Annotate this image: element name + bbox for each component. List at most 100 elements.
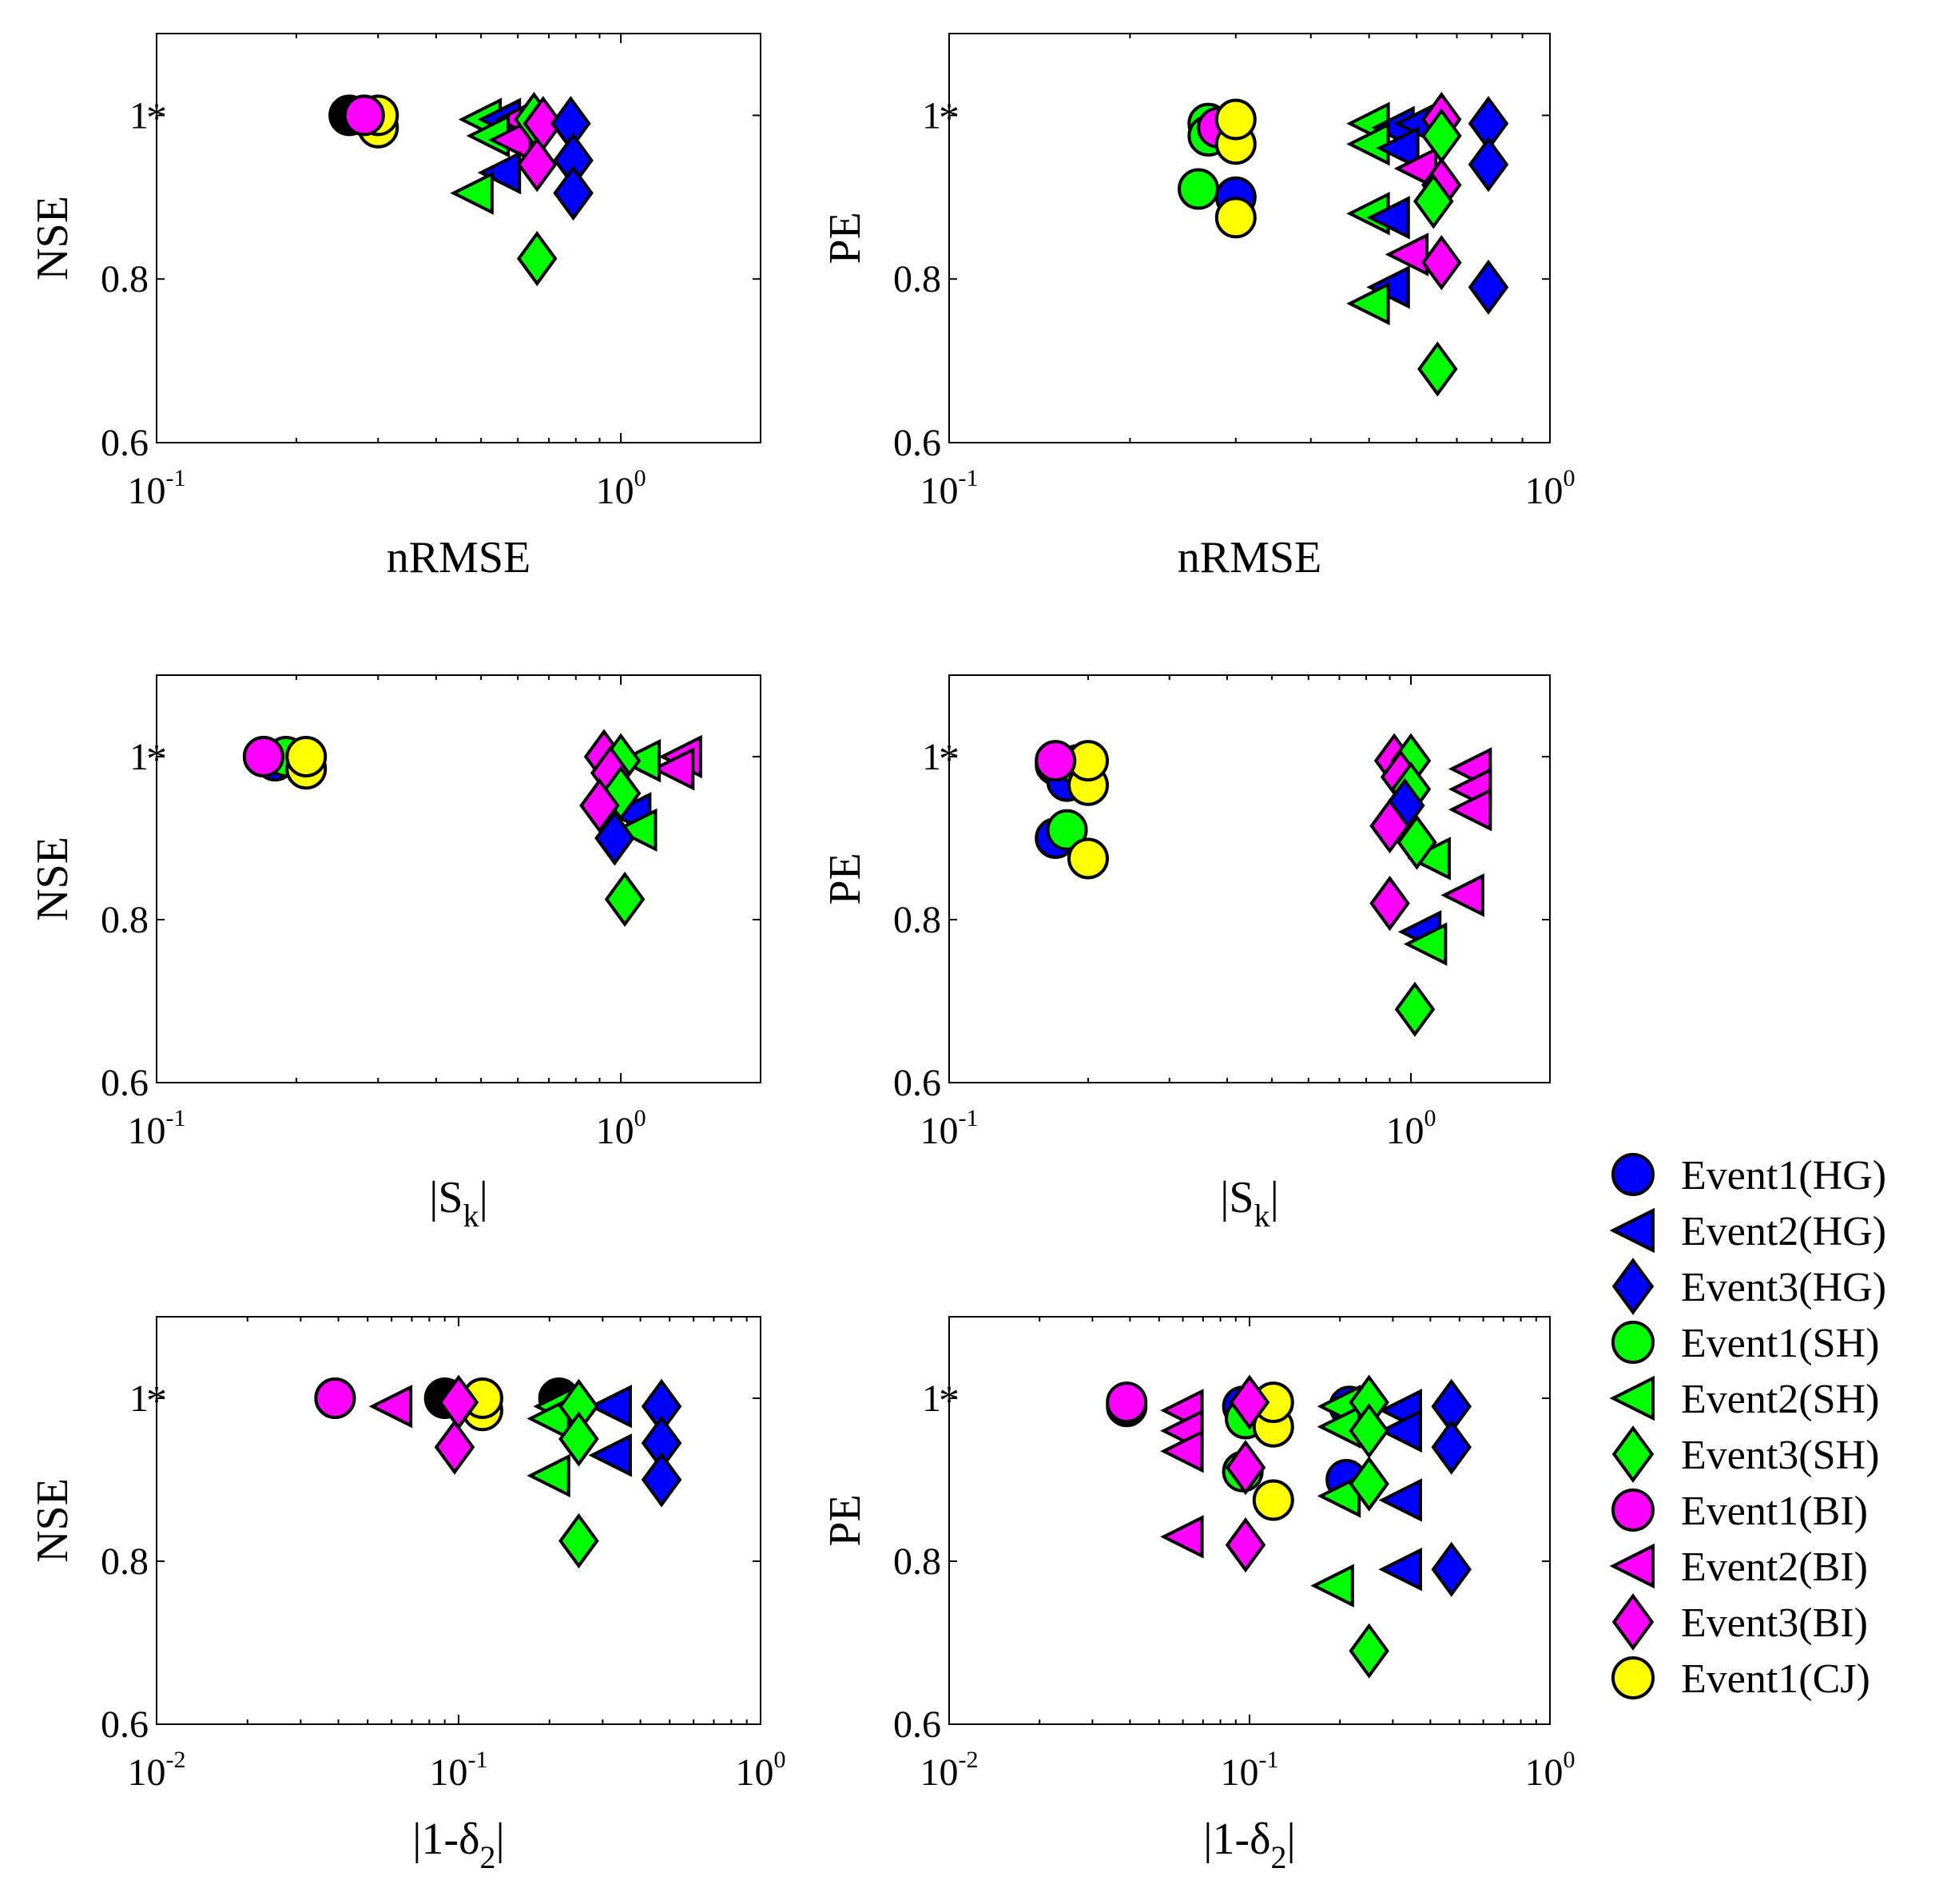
panels: 0.6 0.8 1 10-1 100 * NSE nRMSE 0.6 0.8 1 10-1 100 * PE… bbox=[28, 33, 1575, 1875]
legend-label: Event1(SH) bbox=[1681, 1321, 1879, 1366]
x-tick-label: 10-1 bbox=[128, 1105, 186, 1152]
data-point bbox=[604, 871, 646, 928]
legend-label: Event2(BI) bbox=[1681, 1544, 1868, 1590]
data-point bbox=[588, 1384, 632, 1429]
x-tick-label: 10-1 bbox=[128, 465, 186, 512]
x-tick-label: 100 bbox=[736, 1747, 786, 1794]
data-point bbox=[1214, 197, 1257, 239]
markers bbox=[242, 729, 702, 928]
legend-marker bbox=[1611, 1656, 1655, 1699]
y-tick-label: 1 bbox=[129, 1377, 149, 1420]
data-point bbox=[1035, 740, 1077, 782]
data-point bbox=[1349, 1623, 1389, 1679]
data-point bbox=[1448, 788, 1492, 832]
data-point bbox=[1067, 837, 1109, 880]
y-tick-label: 0.6 bbox=[101, 422, 149, 464]
panel-4: 0.6 0.8 1 10-1 100 * PE |Sk| bbox=[821, 674, 1551, 1234]
markers bbox=[328, 91, 594, 287]
markers bbox=[1035, 733, 1492, 1037]
data-point bbox=[553, 165, 594, 221]
data-point bbox=[1468, 259, 1509, 316]
data-point bbox=[368, 1384, 413, 1429]
data-point bbox=[1046, 809, 1088, 851]
legend-label: Event1(BI) bbox=[1681, 1489, 1868, 1534]
data-point bbox=[526, 1453, 570, 1498]
y-tick-label: 0.6 bbox=[101, 1703, 149, 1746]
data-point bbox=[1366, 196, 1410, 240]
legend-marker bbox=[1611, 1321, 1655, 1364]
data-point bbox=[558, 1512, 599, 1569]
data-point bbox=[1413, 173, 1454, 229]
legend-entry: Event2(HG) bbox=[1609, 1207, 1886, 1254]
data-point bbox=[1229, 1374, 1270, 1430]
data-point bbox=[1160, 1515, 1204, 1559]
data-point bbox=[477, 150, 522, 195]
y-tick-label: 1 bbox=[129, 736, 149, 778]
data-point bbox=[516, 137, 558, 193]
data-point bbox=[594, 810, 635, 866]
legend-entry: Event2(BI) bbox=[1609, 1543, 1868, 1590]
data-point bbox=[285, 736, 328, 777]
y-tick-label: 0.6 bbox=[893, 422, 941, 464]
x-axis-title: |1-δ2| bbox=[1203, 1815, 1295, 1875]
legend-entry: Event1(SH) bbox=[1611, 1321, 1879, 1366]
legend-entry: Event3(BI) bbox=[1611, 1593, 1868, 1651]
legend-marker bbox=[1611, 1489, 1655, 1532]
y-tick-label: 1 bbox=[129, 94, 149, 137]
x-axis-title: nRMSE bbox=[387, 533, 531, 582]
x-tick-label: 10-1 bbox=[920, 1105, 979, 1152]
reference-star: * bbox=[146, 737, 167, 782]
data-point bbox=[1369, 876, 1410, 932]
data-point bbox=[314, 1377, 356, 1419]
x-axis-title: |Sk| bbox=[429, 1173, 488, 1234]
data-point bbox=[614, 808, 658, 853]
y-tick-label: 0.6 bbox=[893, 1062, 941, 1104]
data-point bbox=[1421, 235, 1462, 291]
markers bbox=[314, 1374, 682, 1569]
data-point bbox=[1385, 233, 1429, 276]
data-point bbox=[1403, 922, 1448, 966]
data-point bbox=[558, 1411, 599, 1467]
legend-entry: Event2(SH) bbox=[1609, 1375, 1879, 1422]
x-tick-label: 10-1 bbox=[920, 465, 979, 512]
data-point bbox=[1394, 981, 1436, 1037]
legend-marker bbox=[1611, 1153, 1655, 1196]
data-point bbox=[588, 1433, 632, 1477]
legend-label: Event1(HG) bbox=[1681, 1153, 1886, 1198]
legend-entry: Event3(SH) bbox=[1611, 1425, 1879, 1483]
data-point bbox=[1431, 1419, 1472, 1475]
y-axis-title: NSE bbox=[28, 196, 77, 280]
y-tick-label: 0.8 bbox=[101, 899, 149, 941]
data-point bbox=[1468, 137, 1509, 193]
legend-marker bbox=[1609, 1207, 1655, 1254]
x-tick-label: 10-1 bbox=[430, 1747, 488, 1794]
axes-box bbox=[156, 674, 761, 1083]
x-tick-label: 10-2 bbox=[128, 1747, 186, 1794]
legend-entry: Event3(HG) bbox=[1611, 1258, 1886, 1315]
legend-label: Event2(HG) bbox=[1681, 1209, 1886, 1254]
data-point bbox=[1310, 1564, 1354, 1608]
x-tick-label: 100 bbox=[596, 1105, 646, 1152]
x-tick-label: 100 bbox=[1525, 465, 1575, 512]
data-point bbox=[434, 1419, 475, 1475]
axes-box bbox=[156, 33, 761, 443]
data-point bbox=[343, 94, 385, 137]
x-axis-title: |1-δ2| bbox=[412, 1815, 504, 1875]
data-point bbox=[450, 171, 494, 215]
data-point bbox=[1214, 98, 1257, 141]
panel-6: 0.6 0.8 1 10-2 10-1 100 * PE |1-δ2| bbox=[821, 1316, 1575, 1875]
legend-marker bbox=[1611, 1593, 1655, 1651]
data-point bbox=[1349, 1456, 1389, 1512]
data-point bbox=[1225, 1517, 1266, 1573]
panel-1: 0.6 0.8 1 10-1 100 * NSE nRMSE bbox=[28, 33, 761, 582]
data-point bbox=[242, 736, 284, 777]
y-tick-label: 1 bbox=[922, 736, 941, 778]
reference-star: * bbox=[939, 95, 960, 141]
data-point bbox=[1431, 1541, 1472, 1597]
data-point bbox=[1225, 1440, 1266, 1496]
legend-label: Event1(CJ) bbox=[1681, 1656, 1870, 1702]
legend-marker bbox=[1611, 1258, 1655, 1315]
reference-star: * bbox=[939, 1378, 960, 1424]
data-point bbox=[600, 765, 642, 821]
